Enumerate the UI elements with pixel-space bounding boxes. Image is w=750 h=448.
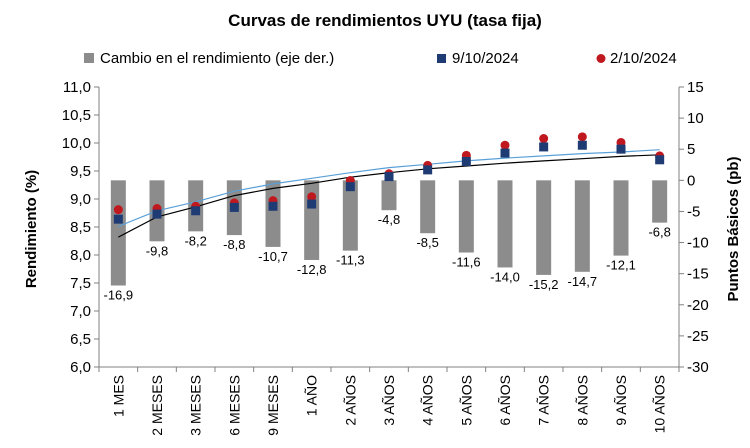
bar-change (536, 180, 552, 275)
legend-label-circle: 2/10/2024 (610, 50, 677, 67)
legend: Cambio en el rendimiento (eje der.) 9/10… (84, 50, 677, 67)
bar-change (574, 180, 590, 272)
legend-swatch-square (437, 54, 446, 63)
x-category-label: 2 MESES (149, 375, 165, 436)
point-9-10-2024 (113, 214, 123, 224)
legend-label-square: 9/10/2024 (452, 50, 519, 67)
bar-change (613, 180, 629, 256)
bar-data-label: -11,6 (452, 255, 481, 270)
bar-data-label: -16,9 (104, 287, 134, 302)
x-category-label: 1 AÑO (304, 375, 320, 416)
bar-change (652, 180, 668, 223)
y-tick-label-right: -10 (687, 235, 709, 252)
bar-data-label: -6,8 (648, 225, 670, 240)
point-9-10-2024 (307, 199, 317, 209)
point-9-10-2024 (577, 140, 587, 150)
y-tick-label-right: 15 (687, 79, 704, 96)
y-tick-label-right: -30 (687, 359, 709, 376)
point-2-10-2024 (113, 205, 123, 215)
point-2-10-2024 (577, 132, 587, 142)
point-9-10-2024 (616, 144, 626, 154)
point-9-10-2024 (268, 201, 278, 211)
x-category-label: 3 AÑOS (381, 375, 397, 426)
point-9-10-2024 (461, 156, 471, 166)
point-9-10-2024 (345, 182, 355, 192)
y-axis-right-title: Puntos Básicos (pb) (725, 156, 742, 301)
legend-swatch-bar (84, 53, 94, 63)
x-category-label: 5 AÑOS (458, 375, 474, 426)
point-9-10-2024 (229, 202, 239, 212)
y-tick-label-right: -25 (687, 328, 709, 345)
bar-change (458, 180, 474, 253)
bar-data-label: -14,0 (490, 269, 520, 284)
bar-change (381, 180, 397, 211)
y-tick-label-left: 8,0 (70, 247, 91, 264)
bar-data-label: -14,7 (568, 274, 598, 289)
bar-change (265, 180, 281, 247)
x-category-label: 9 MESES (265, 375, 281, 436)
legend-label-bar: Cambio en el rendimiento (eje der.) (100, 50, 334, 67)
bar-data-label: -8,5 (416, 235, 438, 250)
y-tick-label-left: 8,5 (70, 219, 91, 236)
y-tick-label-right: 0 (687, 172, 695, 189)
point-2-10-2024 (539, 134, 549, 144)
bar-data-label: -12,1 (606, 258, 636, 273)
y-tick-label-left: 11,0 (63, 79, 91, 96)
x-category-label: 10 AÑOS (652, 375, 668, 433)
bar-data-label: -12,8 (297, 262, 327, 277)
chart-title: Curvas de rendimientos UYU (tasa fija) (228, 11, 542, 30)
x-category-label: 1 MES (110, 375, 126, 417)
legend-swatch-circle (596, 54, 606, 63)
x-category-label: 7 AÑOS (536, 375, 552, 426)
y-tick-label-left: 10,5 (62, 107, 91, 124)
point-9-10-2024 (384, 172, 394, 182)
bar-data-label: -15,2 (529, 277, 559, 292)
point-9-10-2024 (423, 165, 433, 175)
point-2-10-2024 (307, 192, 317, 202)
x-category-label: 6 MESES (226, 375, 242, 436)
y-tick-label-right: 5 (687, 141, 695, 158)
y-tick-label-right: -20 (687, 297, 709, 314)
y-tick-label-right: -15 (687, 266, 709, 283)
bar-data-label: -8,2 (184, 233, 206, 248)
bar-data-label: -8,8 (223, 237, 245, 252)
x-category-label: 4 AÑOS (420, 375, 436, 426)
y-tick-label-left: 9,0 (70, 191, 91, 208)
point-9-10-2024 (152, 209, 162, 219)
point-9-10-2024 (655, 155, 665, 165)
x-category-label: 2 AÑOS (342, 375, 358, 426)
bar-change (420, 180, 436, 234)
point-9-10-2024 (500, 148, 510, 158)
point-2-10-2024 (500, 140, 510, 150)
y-tick-label-left: 9,5 (70, 163, 91, 180)
bar-change (497, 180, 513, 268)
y-axis-left-title: Rendimiento (%) (23, 170, 40, 288)
y-tick-label-right: -5 (687, 203, 700, 220)
y-tick-label-left: 7,0 (70, 303, 91, 320)
bar-change (110, 180, 126, 286)
y-tick-label-left: 10,0 (62, 135, 91, 152)
bar-data-label: -4,8 (378, 212, 400, 227)
bar-change (342, 180, 358, 251)
y-tick-label-right: 10 (687, 110, 704, 127)
y-tick-label-left: 6,5 (70, 331, 91, 348)
x-category-label: 8 AÑOS (574, 375, 590, 426)
fitted-curve-light (118, 149, 660, 227)
y-tick-label-left: 7,5 (70, 275, 91, 292)
plot-area: 6,0 6,5 7,0 7,5 8,0 8,5 9,0 9,5 10,0 10,5 11,0 -30 -… (62, 79, 709, 436)
x-category-label: 3 MESES (188, 375, 204, 436)
point-9-10-2024 (191, 206, 201, 216)
x-category-label: 9 AÑOS (613, 375, 629, 426)
y-tick-label-left: 6,0 (70, 359, 91, 376)
bar-data-label: -9,8 (146, 243, 168, 258)
bar-data-label: -10,7 (258, 249, 288, 264)
bar-data-label: -11,3 (336, 253, 365, 268)
x-category-label: 6 AÑOS (497, 375, 513, 426)
point-9-10-2024 (539, 142, 549, 152)
